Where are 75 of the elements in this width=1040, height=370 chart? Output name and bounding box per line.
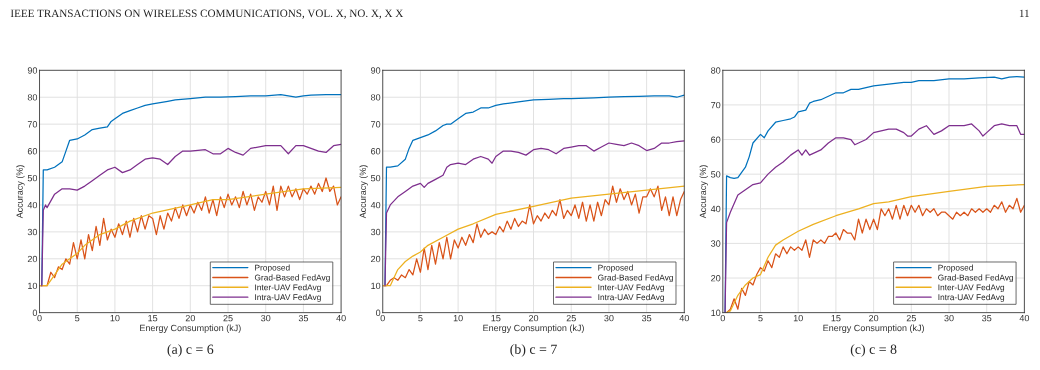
y-tick-label: 20: [371, 255, 381, 263]
legend-label: Proposed: [598, 264, 633, 273]
y-tick-label: 20: [711, 275, 721, 282]
x-tick-label: 15: [148, 315, 158, 322]
y-tick-label: 70: [27, 121, 38, 128]
x-tick-label: 25: [566, 314, 576, 322]
text: (b) c = 7: [510, 344, 557, 357]
x-tick-label: 40: [679, 314, 689, 322]
x-tick-label: 35: [641, 314, 652, 322]
x-tick-label: 10: [110, 314, 120, 322]
x-tick-label: 20: [185, 314, 195, 322]
y-tick-label: 60: [27, 148, 38, 155]
x-tick-label: 35: [982, 314, 992, 322]
legend-label: Proposed: [938, 264, 973, 273]
y-axis-title: Accuracy (%): [359, 165, 368, 219]
x-tick-label: 5: [75, 315, 80, 322]
y-tick-label: 10: [28, 282, 38, 290]
x-tick-label: 15: [491, 315, 501, 322]
text: IEEE TRANSACTIONS ON WIRELESS COMMUNICATIONS, VOL. X, NO. X, X X: [10, 9, 404, 19]
y-tick-label: 0: [375, 309, 381, 317]
y-tick-label: 90: [371, 67, 381, 74]
y-tick-label: 10: [371, 282, 381, 290]
y-tick-label: 50: [27, 174, 38, 182]
y-tick-label: 30: [711, 240, 721, 247]
legend-label: Inter-UAV FedAvg: [255, 284, 321, 292]
y-tick-label: 30: [27, 228, 38, 236]
legend-label: Grad-Based FedAvg: [938, 274, 1014, 283]
legend-label: Intra-UAV FedAvg: [938, 294, 1005, 302]
y-tick-label: 50: [711, 171, 721, 178]
legend-label: Intra-UAV FedAvg: [598, 294, 664, 302]
x-tick-label: 10: [453, 314, 463, 322]
x-tick-label: 20: [528, 314, 539, 322]
x-axis-title: Energy Consumption (kJ): [140, 324, 241, 333]
y-tick-label: 90: [27, 67, 38, 74]
y-tick-label: 50: [370, 174, 381, 182]
x-tick-label: 10: [793, 314, 803, 322]
y-tick-label: 40: [710, 205, 721, 213]
y-tick-label: 30: [370, 228, 381, 236]
y-axis-title: Accuracy (%): [699, 165, 708, 219]
x-tick-label: 40: [1019, 314, 1030, 322]
legend-label: Inter-UAV FedAvg: [598, 284, 664, 292]
y-tick-label: 60: [371, 148, 381, 155]
legend-label: Proposed: [255, 264, 290, 273]
text: (c) c = 8: [850, 344, 897, 357]
x-axis-title: Energy Consumption (kJ): [823, 324, 924, 333]
x-tick-label: 30: [944, 314, 954, 322]
y-tick-label: 70: [371, 121, 381, 128]
x-tick-label: 5: [758, 315, 763, 322]
y-tick-label: 20: [27, 255, 38, 263]
y-tick-label: 80: [27, 94, 38, 101]
y-tick-label: 40: [27, 201, 38, 209]
y-tick-label: 0: [32, 309, 38, 317]
y-tick-label: 60: [711, 136, 721, 143]
x-tick-label: 25: [906, 314, 916, 322]
x-tick-label: 15: [831, 315, 841, 322]
x-tick-label: 5: [418, 315, 423, 322]
x-tick-label: 30: [604, 314, 614, 322]
y-tick-label: 10: [711, 309, 721, 317]
y-tick-label: 80: [370, 94, 381, 101]
x-axis-title: Energy Consumption (kJ): [483, 324, 584, 333]
y-tick-label: 80: [711, 67, 721, 74]
legend-label: Intra-UAV FedAvg: [255, 294, 321, 302]
legend-label: Inter-UAV FedAvg: [938, 284, 1005, 292]
x-tick-label: 25: [223, 314, 233, 322]
text: 11: [1019, 9, 1029, 17]
x-tick-label: 30: [261, 314, 271, 322]
y-axis-title: Accuracy (%): [16, 165, 25, 219]
y-tick-label: 70: [711, 101, 721, 109]
x-tick-label: 35: [298, 314, 309, 322]
x-tick-label: 20: [869, 314, 879, 322]
legend-label: Grad-Based FedAvg: [598, 274, 673, 283]
x-tick-label: 40: [336, 314, 346, 322]
legend-label: Grad-Based FedAvg: [254, 274, 330, 283]
text: (a) c = 6: [167, 344, 214, 357]
y-tick-label: 40: [370, 201, 381, 209]
